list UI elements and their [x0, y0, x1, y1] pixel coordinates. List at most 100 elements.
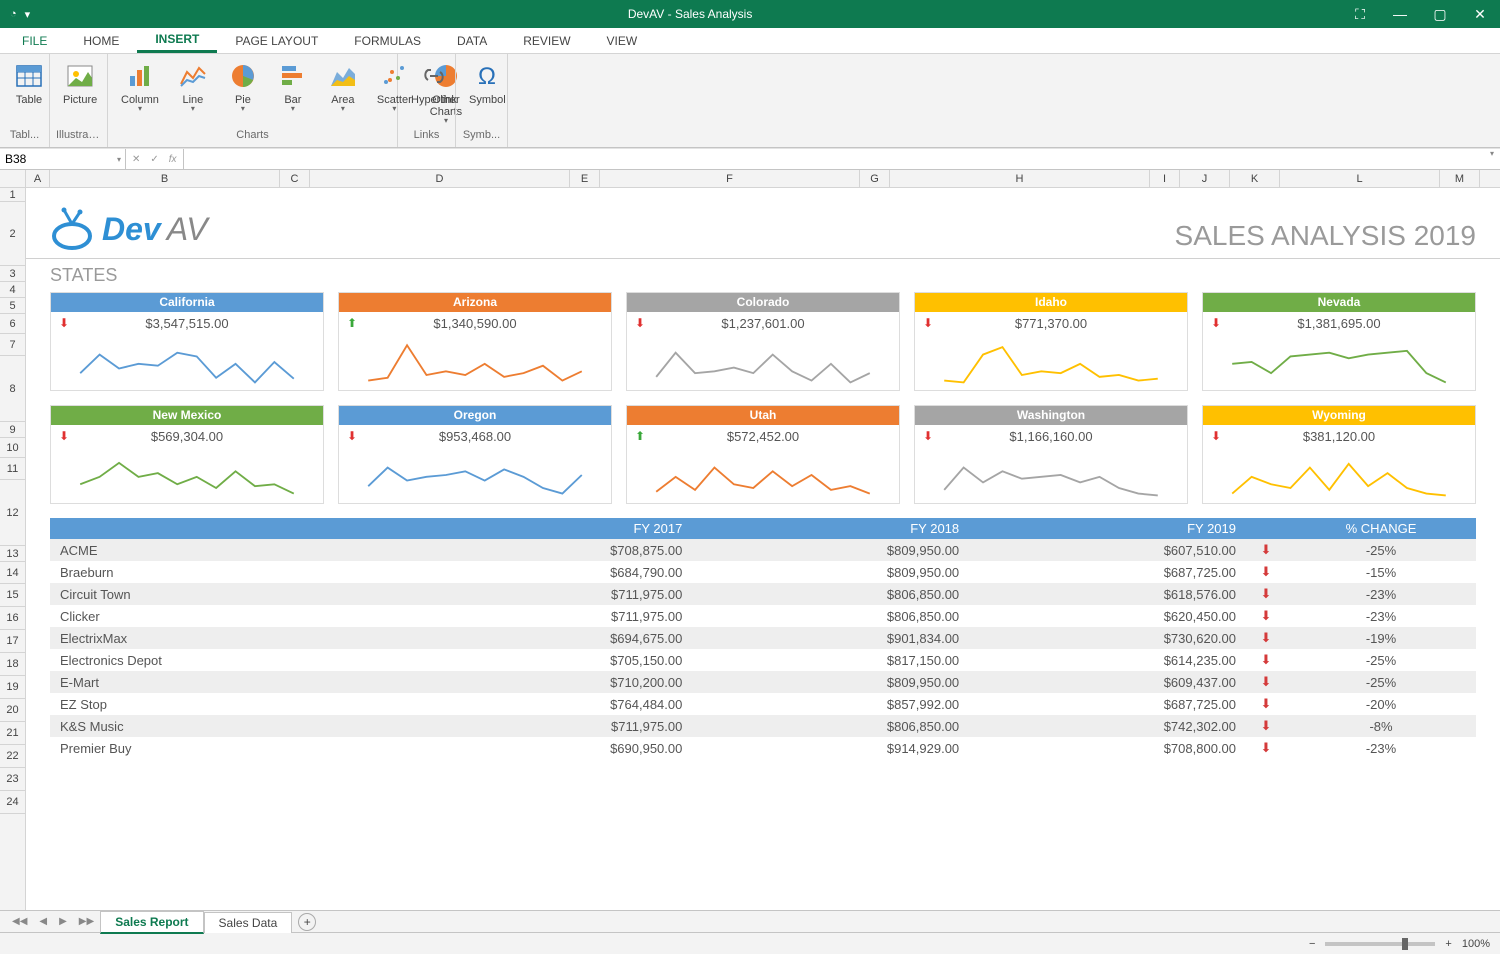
tab-nav-last-icon[interactable]: ▶▶: [73, 916, 100, 927]
row-header[interactable]: 7: [0, 334, 25, 356]
app-icon[interactable]: ◔: [10, 8, 17, 21]
chart-line-button[interactable]: Line▾: [170, 56, 216, 129]
enter-formula-icon[interactable]: ✓: [150, 154, 158, 165]
row-header[interactable]: 12: [0, 480, 25, 546]
cell-fy17: $711,975.00: [416, 583, 693, 605]
column-header[interactable]: D: [310, 170, 570, 187]
close-icon[interactable]: ✕: [1460, 0, 1500, 28]
tab-insert[interactable]: INSERT: [137, 28, 217, 53]
tab-data[interactable]: DATA: [439, 28, 505, 53]
column-header[interactable]: J: [1180, 170, 1230, 187]
table-row[interactable]: ACME$708,875.00$809,950.00$607,510.00⬇-2…: [50, 539, 1476, 561]
row-header[interactable]: 1: [0, 188, 25, 202]
new-sheet-button[interactable]: +: [298, 913, 316, 931]
hyperlink-button[interactable]: Hyperlink: [404, 56, 464, 129]
row-header[interactable]: 2: [0, 202, 25, 266]
fx-icon[interactable]: fx: [169, 154, 177, 165]
table-row[interactable]: Braeburn$684,790.00$809,950.00$687,725.0…: [50, 561, 1476, 583]
state-card-header: Colorado: [627, 293, 899, 312]
cancel-formula-icon[interactable]: ✕: [132, 154, 140, 165]
row-header[interactable]: 19: [0, 676, 25, 699]
column-header[interactable]: K: [1230, 170, 1280, 187]
name-box[interactable]: B38: [0, 149, 126, 169]
cell-fy19: $620,450.00: [969, 605, 1246, 627]
row-header[interactable]: 20: [0, 699, 25, 722]
sparkline: [339, 447, 611, 503]
row-header[interactable]: 14: [0, 562, 25, 584]
table-row[interactable]: Circuit Town$711,975.00$806,850.00$618,5…: [50, 583, 1476, 605]
table-row[interactable]: Premier Buy$690,950.00$914,929.00$708,80…: [50, 737, 1476, 759]
table-row[interactable]: K&S Music$711,975.00$806,850.00$742,302.…: [50, 715, 1476, 737]
table-row[interactable]: ElectrixMax$694,675.00$901,834.00$730,62…: [50, 627, 1476, 649]
column-header[interactable]: C: [280, 170, 310, 187]
row-header[interactable]: 13: [0, 546, 25, 562]
sheet-tab-sales-report[interactable]: Sales Report: [100, 911, 203, 934]
chart-area-button[interactable]: Area▾: [320, 56, 366, 129]
tab-home[interactable]: HOME: [65, 28, 137, 53]
cell-fy18: $809,950.00: [692, 671, 969, 693]
row-header[interactable]: 15: [0, 584, 25, 607]
maximize-icon[interactable]: ▢: [1420, 0, 1460, 28]
insert-picture-button[interactable]: Picture: [56, 56, 104, 129]
formula-expand-icon[interactable]: ▾: [1484, 149, 1500, 169]
row-header[interactable]: 8: [0, 356, 25, 422]
state-card: Nevada⬇$1,381,695.00: [1202, 292, 1476, 391]
tab-review[interactable]: REVIEW: [505, 28, 588, 53]
minimize-icon[interactable]: —: [1380, 0, 1420, 28]
state-card-value: ⬇$3,547,515.00: [51, 312, 323, 334]
column-header[interactable]: M: [1440, 170, 1480, 187]
column-header[interactable]: A: [26, 170, 50, 187]
tab-file[interactable]: FILE: [4, 28, 65, 53]
row-header[interactable]: 4: [0, 282, 25, 298]
row-header[interactable]: 6: [0, 314, 25, 334]
row-header[interactable]: 3: [0, 266, 25, 282]
tab-formulas[interactable]: FORMULAS: [336, 28, 439, 53]
row-header[interactable]: 11: [0, 458, 25, 480]
column-header[interactable]: L: [1280, 170, 1440, 187]
column-header[interactable]: H: [890, 170, 1150, 187]
column-header[interactable]: E: [570, 170, 600, 187]
row-header[interactable]: 17: [0, 630, 25, 653]
column-header[interactable]: B: [50, 170, 280, 187]
chart-bar-button[interactable]: Bar▾: [270, 56, 316, 129]
column-header[interactable]: F: [600, 170, 860, 187]
row-header[interactable]: 18: [0, 653, 25, 676]
ribbon-display-icon[interactable]: ⛶: [1340, 0, 1380, 28]
row-header[interactable]: 23: [0, 768, 25, 791]
tab-view[interactable]: VIEW: [589, 28, 656, 53]
symbol-button[interactable]: Ω Symbol: [462, 56, 513, 129]
formula-input[interactable]: [184, 149, 1484, 169]
row-header[interactable]: 22: [0, 745, 25, 768]
select-all-corner[interactable]: [0, 170, 26, 187]
sheet-tab-sales-data[interactable]: Sales Data: [204, 912, 293, 933]
table-row[interactable]: Clicker$711,975.00$806,850.00$620,450.00…: [50, 605, 1476, 627]
row-header[interactable]: 10: [0, 438, 25, 458]
insert-table-button[interactable]: Table: [6, 56, 52, 129]
tab-nav-prev-icon[interactable]: ◀: [33, 916, 53, 927]
chart-pie-button[interactable]: Pie▾: [220, 56, 266, 129]
table-row[interactable]: E-Mart$710,200.00$809,950.00$609,437.00⬇…: [50, 671, 1476, 693]
tab-page-layout[interactable]: PAGE LAYOUT: [217, 28, 336, 53]
zoom-in-button[interactable]: +: [1445, 938, 1451, 950]
qat-dropdown-icon[interactable]: ▾: [25, 8, 31, 21]
zoom-level[interactable]: 100%: [1462, 938, 1490, 950]
cell-name: E-Mart: [50, 671, 416, 693]
column-header[interactable]: I: [1150, 170, 1180, 187]
cell-fy18: $914,929.00: [692, 737, 969, 759]
table-row[interactable]: EZ Stop$764,484.00$857,992.00$687,725.00…: [50, 693, 1476, 715]
zoom-slider[interactable]: [1325, 942, 1435, 946]
row-header[interactable]: 9: [0, 422, 25, 438]
row-header[interactable]: 24: [0, 791, 25, 814]
chart-column-button[interactable]: Column▾: [114, 56, 166, 129]
tab-nav-next-icon[interactable]: ▶: [53, 916, 73, 927]
row-header[interactable]: 16: [0, 607, 25, 630]
column-header[interactable]: G: [860, 170, 890, 187]
row-header[interactable]: 5: [0, 298, 25, 314]
zoom-out-button[interactable]: −: [1309, 938, 1315, 950]
tab-nav-first-icon[interactable]: ◀◀: [6, 916, 33, 927]
cell-fy18: $817,150.00: [692, 649, 969, 671]
trend-down-icon: ⬇: [635, 316, 645, 330]
table-row[interactable]: Electronics Depot$705,150.00$817,150.00$…: [50, 649, 1476, 671]
row-header[interactable]: 21: [0, 722, 25, 745]
sheet-content[interactable]: DevAV SALES ANALYSIS 2019 STATES Califor…: [26, 188, 1500, 910]
